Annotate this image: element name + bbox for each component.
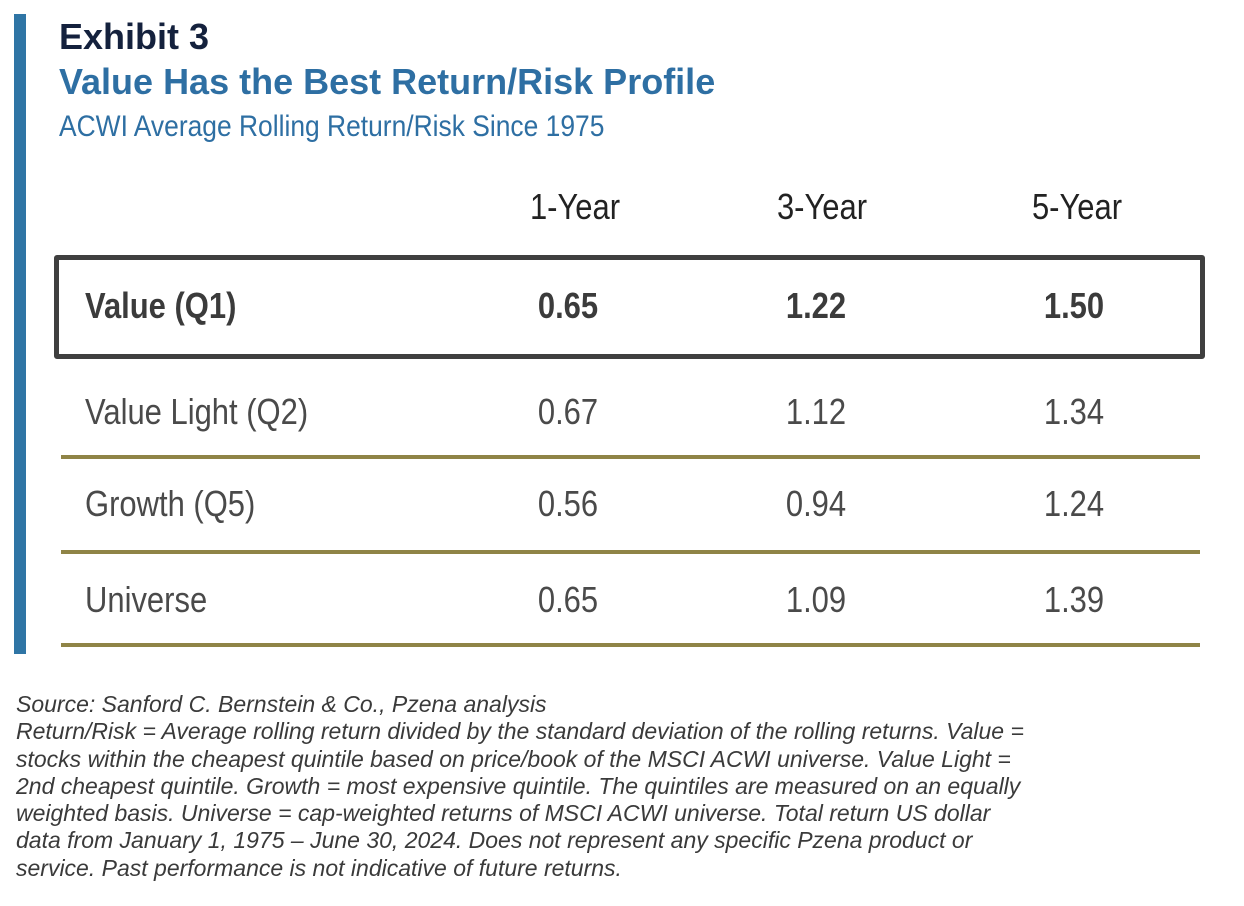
accent-bar [14, 14, 26, 654]
cell-5-year: 1.34 [1043, 391, 1105, 432]
page-title: Value Has the Best Return/Risk Profile [59, 61, 716, 102]
page-subtitle: ACWI Average Rolling Return/Risk Since 1… [59, 110, 605, 143]
cell-1-year: 0.65 [537, 285, 599, 326]
row-label: Universe [85, 579, 208, 620]
cell-1-year: 0.65 [537, 579, 599, 620]
table-row-value-q1: Value (Q1) 0.65 1.22 1.50 [0, 276, 1244, 336]
table-row-universe: Universe 0.65 1.09 1.39 [0, 570, 1244, 630]
row-divider [61, 550, 1200, 554]
footnote-line: stocks within the cheapest quintile base… [16, 745, 1011, 772]
row-divider [61, 455, 1200, 459]
column-header-3-year: 3-Year [776, 186, 868, 227]
column-header-1-year: 1-Year [529, 186, 621, 227]
footnote-line: 2nd cheapest quintile. Growth = most exp… [16, 772, 1021, 799]
source-note: Source: Sanford C. Bernstein & Co., Pzen… [16, 691, 547, 717]
row-label: Value Light (Q2) [85, 391, 309, 432]
row-label: Growth (Q5) [85, 483, 256, 524]
cell-3-year: 1.09 [785, 579, 847, 620]
cell-5-year: 1.39 [1043, 579, 1105, 620]
footnote-line: data from January 1, 1975 – June 30, 202… [16, 827, 973, 854]
footnote-line: service. Past performance is not indicat… [16, 854, 622, 881]
column-header-5-year: 5-Year [1031, 186, 1123, 227]
row-label: Value (Q1) [85, 285, 237, 326]
cell-3-year: 0.94 [785, 483, 847, 524]
exhibit-label: Exhibit 3 [59, 16, 210, 57]
footnotes: Source: Sanford C. Bernstein & Co., Pzen… [16, 691, 1216, 882]
table-row-growth-q5: Growth (Q5) 0.56 0.94 1.24 [0, 474, 1244, 534]
cell-3-year: 1.12 [785, 391, 847, 432]
cell-5-year: 1.24 [1043, 483, 1105, 524]
cell-5-year: 1.50 [1043, 285, 1105, 326]
cell-1-year: 0.56 [537, 483, 599, 524]
highlight-box [54, 255, 1205, 359]
row-divider [61, 643, 1200, 647]
footnote-line: weighted basis. Universe = cap-weighted … [16, 800, 991, 827]
cell-1-year: 0.67 [537, 391, 599, 432]
table-row-value-light-q2: Value Light (Q2) 0.67 1.12 1.34 [0, 382, 1244, 442]
footnote-line: Return/Risk = Average rolling return div… [16, 718, 1024, 745]
cell-3-year: 1.22 [785, 285, 847, 326]
